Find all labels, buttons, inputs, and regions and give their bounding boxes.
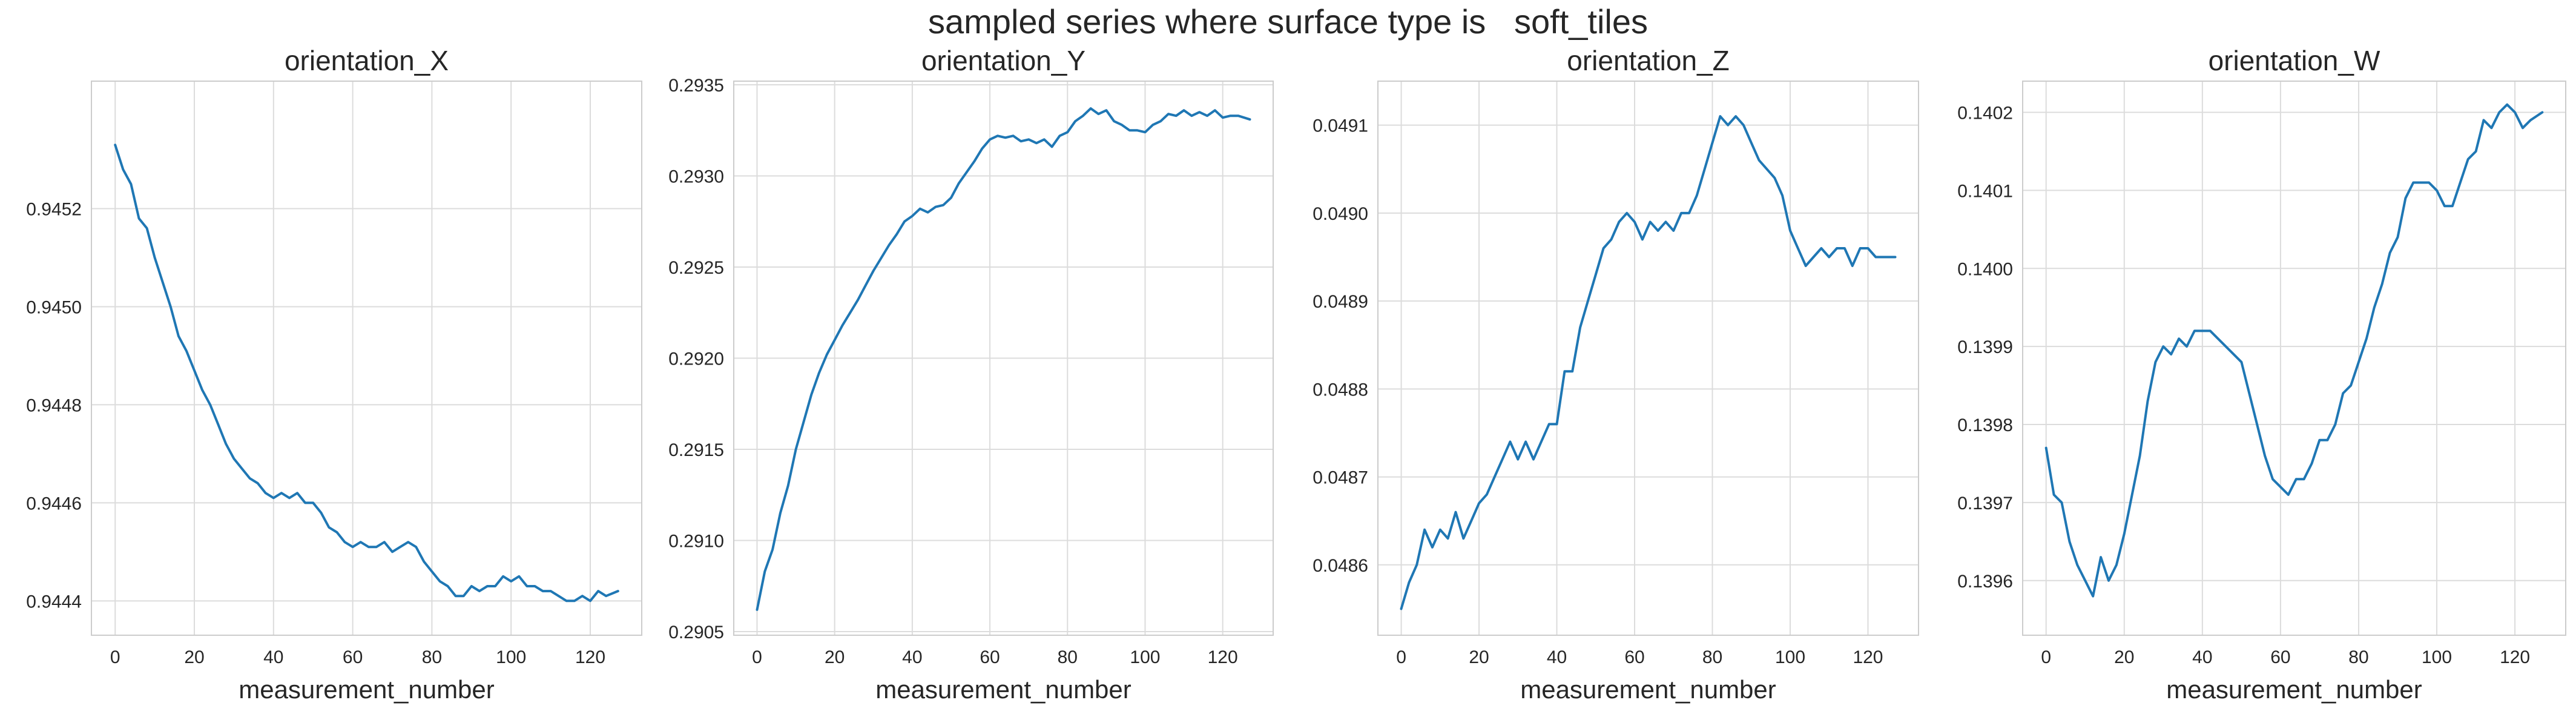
series-line <box>114 144 619 603</box>
y-tick-label: 0.0486 <box>1313 556 1368 576</box>
y-tick-label: 0.0489 <box>1313 292 1368 312</box>
x-axis-label: measurement_number <box>1520 675 1776 704</box>
x-tick-label: 0 <box>2041 647 2051 667</box>
x-tick-label: 0 <box>110 647 120 667</box>
x-tick-label: 20 <box>2114 647 2134 667</box>
plot-frame <box>1377 81 1919 636</box>
x-tick-label: 100 <box>1775 647 1805 667</box>
series-line <box>2044 103 2544 598</box>
x-tick-label: 80 <box>2348 647 2368 667</box>
x-tick-label: 80 <box>1702 647 1722 667</box>
panel-title: orientation_W <box>2209 45 2380 76</box>
x-tick-label: 60 <box>980 647 1000 667</box>
x-tick-label: 20 <box>825 647 845 667</box>
x-axis-label: measurement_number <box>2166 675 2422 704</box>
x-tick-label: 60 <box>1624 647 1644 667</box>
x-axis-label: measurement_number <box>875 675 1132 704</box>
plot-frame <box>2022 81 2566 636</box>
y-tick-label: 0.9446 <box>26 494 82 514</box>
x-tick-label: 80 <box>422 647 442 667</box>
y-tick-label: 0.1396 <box>1957 572 2013 592</box>
x-tick-label: 40 <box>902 647 922 667</box>
y-tick-label: 0.9444 <box>26 592 82 612</box>
y-tick-label: 0.1400 <box>1957 259 2013 279</box>
y-tick-label: 0.1401 <box>1957 181 2013 201</box>
x-tick-label: 120 <box>575 647 605 667</box>
x-axis-label: measurement_number <box>239 675 495 704</box>
series-line <box>756 107 1251 611</box>
x-tick-label: 40 <box>2192 647 2212 667</box>
series-line <box>1400 115 1897 610</box>
y-tick-label: 0.0488 <box>1313 380 1368 400</box>
plot-frame <box>91 81 642 636</box>
x-tick-label: 40 <box>1547 647 1567 667</box>
x-tick-label: 20 <box>1469 647 1489 667</box>
y-tick-label: 0.2910 <box>668 531 724 551</box>
x-tick-label: 120 <box>1853 647 1883 667</box>
y-tick-label: 0.1397 <box>1957 494 2013 514</box>
x-tick-label: 20 <box>184 647 204 667</box>
x-tick-label: 0 <box>752 647 762 667</box>
x-tick-label: 40 <box>263 647 283 667</box>
x-tick-label: 120 <box>2500 647 2530 667</box>
y-tick-label: 0.2915 <box>668 440 724 460</box>
x-tick-label: 80 <box>1058 647 1078 667</box>
x-tick-label: 120 <box>1208 647 1238 667</box>
y-tick-label: 0.2930 <box>668 167 724 187</box>
y-tick-label: 0.9452 <box>26 200 82 220</box>
y-tick-label: 0.9448 <box>26 395 82 415</box>
y-tick-label: 0.1399 <box>1957 337 2013 357</box>
y-tick-label: 0.1402 <box>1957 104 2013 124</box>
y-tick-label: 0.2935 <box>668 76 724 96</box>
panel-title: orientation_X <box>285 45 449 76</box>
figure-title: sampled series where surface type is sof… <box>928 2 1648 41</box>
x-tick-label: 60 <box>2270 647 2290 667</box>
y-tick-label: 0.0487 <box>1313 468 1368 488</box>
y-tick-label: 0.0491 <box>1313 116 1368 136</box>
y-tick-label: 0.9450 <box>26 297 82 317</box>
x-tick-label: 100 <box>2422 647 2452 667</box>
y-tick-label: 0.1398 <box>1957 415 2013 435</box>
plot-frame <box>733 81 1274 636</box>
x-tick-label: 60 <box>343 647 363 667</box>
panel-title: orientation_Z <box>1567 45 1730 76</box>
y-tick-label: 0.2920 <box>668 349 724 369</box>
x-tick-label: 100 <box>1130 647 1160 667</box>
x-tick-label: 100 <box>496 647 526 667</box>
y-tick-label: 0.2925 <box>668 258 724 278</box>
y-tick-label: 0.0490 <box>1313 204 1368 224</box>
y-tick-label: 0.2905 <box>668 623 724 642</box>
panel-title: orientation_Y <box>921 45 1085 76</box>
x-tick-label: 0 <box>1396 647 1406 667</box>
